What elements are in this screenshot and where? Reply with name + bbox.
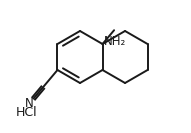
Text: HCl: HCl [16,105,38,119]
Text: N: N [25,97,34,110]
Text: NH₂: NH₂ [104,35,126,48]
